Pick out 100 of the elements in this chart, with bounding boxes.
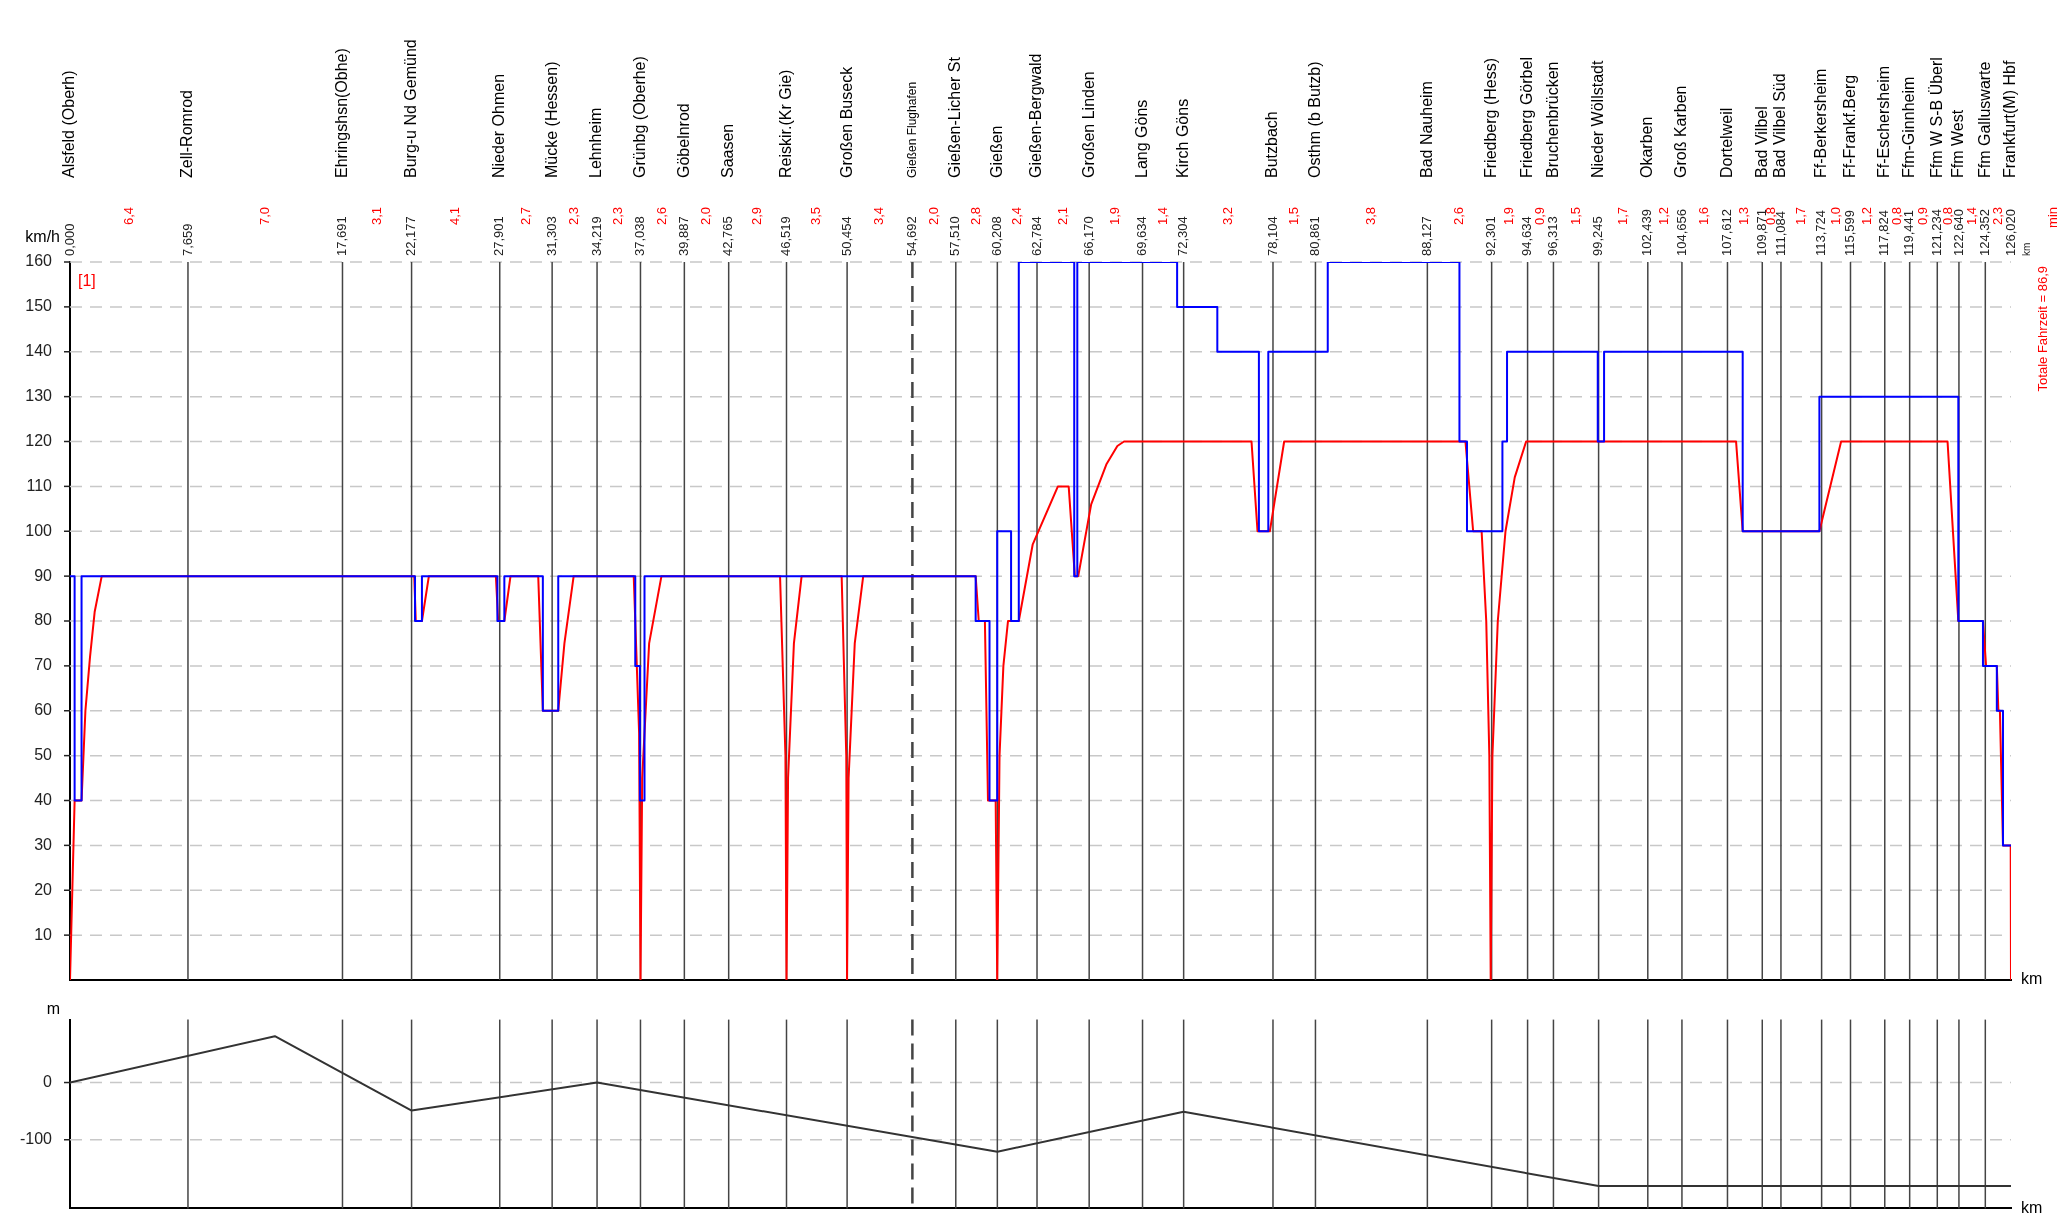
text: 7,0 [256, 207, 272, 226]
text: Ffm West [1949, 109, 1967, 178]
text: Kirch Göns [1174, 98, 1192, 178]
text: Zell-Romrod [178, 89, 196, 178]
text: Osthm (b Butzb) [1305, 61, 1323, 178]
text: Reiskir.(Kr Gie) [776, 69, 794, 178]
text: 3,4 [871, 207, 887, 226]
text: 2,8 [968, 207, 984, 226]
text: 2,0 [925, 207, 941, 226]
x-tick-label: 104,656 [1673, 209, 1689, 256]
text: 2,4 [1008, 207, 1024, 226]
x-tick-label: 124,352 [1976, 209, 1992, 256]
x-tick-label: 60,208 [988, 216, 1004, 256]
text: Bad Vilbel [1752, 106, 1770, 178]
text: Frankfurt(M) Hbf [2001, 60, 2019, 178]
x-tick-label: 78,104 [1264, 216, 1280, 256]
x-tick-label: 69,634 [1134, 216, 1150, 256]
x-tick-label: 102,439 [1639, 209, 1655, 256]
y-tick-label: 20 [34, 880, 53, 898]
x-tick-label: 17,691 [334, 216, 350, 256]
x-tick-label: 31,303 [543, 216, 559, 256]
text: 1,9 [1107, 207, 1123, 226]
annotation: [1] [78, 272, 96, 290]
text: Großen Linden [1079, 71, 1097, 178]
x-tick-label: 92,301 [1483, 216, 1499, 256]
text: Lang Göns [1132, 99, 1150, 178]
y-tick-label: 110 [26, 476, 53, 494]
x-tick-label: 96,313 [1545, 216, 1561, 256]
text: Lehnheim [587, 107, 605, 178]
x-tick-label: 107,612 [1719, 209, 1735, 256]
text: 2,6 [1451, 207, 1467, 226]
y-tick-label: 140 [25, 342, 53, 360]
text: 2,1 [1054, 207, 1070, 226]
text: 1,5 [1567, 207, 1583, 226]
x-tick-label: 27,901 [491, 216, 507, 256]
text: 2,3 [1989, 207, 2005, 226]
y-tick-label: 0 [43, 1072, 53, 1090]
text: Bruchenbrücken [1543, 61, 1561, 178]
x-tick-label: 80,861 [1307, 216, 1323, 256]
text: Gießen-Bergwald [1027, 53, 1045, 178]
x-axis-title: km [2021, 970, 2043, 988]
y-tick-label: 60 [34, 701, 53, 719]
text: 1,9 [1501, 207, 1517, 226]
text: Mücke (Hessen) [542, 61, 560, 178]
y-tick-label: 30 [34, 835, 53, 853]
x-tick-label: 126,020 [2002, 209, 2018, 256]
text: 2,0 [698, 207, 714, 226]
y-tick-label: 90 [34, 566, 53, 584]
text: Gießen [987, 125, 1005, 178]
text: km [2020, 242, 2032, 256]
text: 6,4 [120, 207, 136, 226]
y-tick-label: 80 [34, 611, 53, 629]
text: Nieder Wöllstadt [1589, 60, 1607, 178]
text: 1,2 [1656, 207, 1672, 226]
x-tick-label: 37,038 [632, 216, 648, 256]
text: Butzbach [1263, 111, 1281, 178]
y-tick-label: 130 [25, 387, 53, 405]
text: 1,7 [1614, 207, 1630, 226]
text: Totale Fahrzeit = 86,9 [2034, 266, 2050, 392]
x-tick-label: 115,599 [1842, 209, 1858, 256]
y-tick-label: 50 [34, 746, 53, 764]
text: Ff-Frankf.Berg [1840, 74, 1858, 178]
x-tick-label: 7,659 [179, 223, 195, 256]
text: Ffm W S-B Überl [1927, 57, 1945, 178]
text: Nieder Ohmen [490, 73, 508, 178]
x-tick-label: 99,245 [1590, 216, 1606, 256]
text: 1,0 [1827, 207, 1843, 226]
text: 1,4 [1154, 207, 1170, 226]
text: Friedberg Görbel [1517, 57, 1535, 178]
x-tick-label: 119,441 [1901, 209, 1917, 256]
text: Ff-Eschersheim [1875, 65, 1893, 178]
text: Okarben [1638, 116, 1656, 178]
text: Friedberg (Hess) [1482, 57, 1500, 178]
text: Großen Buseck [837, 65, 855, 178]
text: Ffm-Ginnheim [1900, 76, 1918, 178]
x-tick-label: 42,765 [720, 216, 736, 256]
x-tick-label: 22,177 [403, 216, 419, 256]
text: 3,1 [368, 207, 384, 226]
x-tick-label: 62,784 [1028, 216, 1044, 256]
y-tick-label: 70 [34, 656, 53, 674]
text: Ffm Galluswarte [1975, 61, 1993, 178]
x-tick-label: 94,634 [1519, 216, 1535, 256]
text: Gießen Flughafen [904, 81, 919, 178]
text: 0,9 [1915, 207, 1931, 226]
text: 1,6 [1696, 207, 1712, 226]
text: 3,8 [1362, 207, 1378, 226]
text: Bad Vilbel Süd [1771, 73, 1789, 178]
x-tick-label: 39,887 [675, 216, 691, 256]
text: 0,9 [1532, 207, 1548, 226]
x-tick-label: 121,234 [1928, 209, 1944, 256]
x-tick-label: 50,454 [838, 216, 854, 256]
x-tick-label: 54,692 [903, 216, 919, 256]
text: 1,2 [1859, 207, 1875, 226]
text: Göbelnrod [674, 103, 692, 178]
text: Saasen [719, 123, 737, 178]
y-axis-title: km/h [25, 228, 60, 246]
text: 2,3 [566, 207, 582, 226]
text: 2,6 [653, 207, 669, 226]
text: Bad Nauheim [1417, 81, 1435, 178]
y-tick-label: -100 [19, 1130, 53, 1148]
